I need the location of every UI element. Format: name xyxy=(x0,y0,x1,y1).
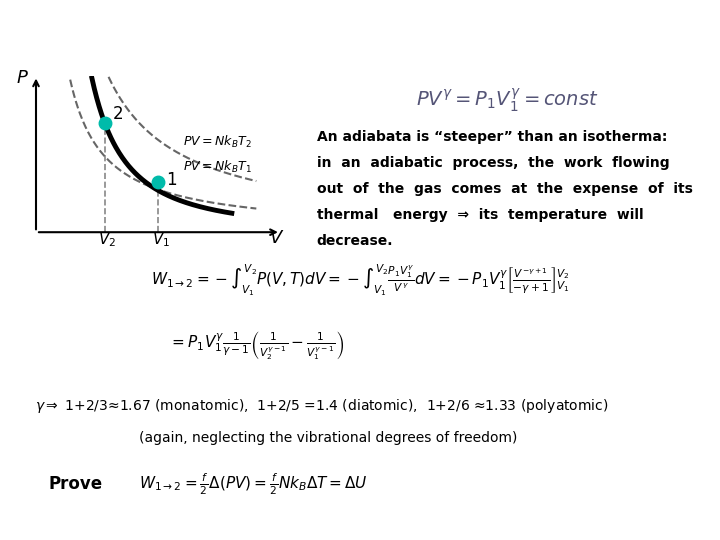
Text: $1$: $1$ xyxy=(166,171,177,189)
Text: $PV= Nk_BT_2$: $PV= Nk_BT_2$ xyxy=(183,134,251,150)
Text: (again, neglecting the vibrational degrees of freedom): (again, neglecting the vibrational degre… xyxy=(139,431,517,446)
Text: Adiabatic Process in an Ideal Gas (cont.): Adiabatic Process in an Ideal Gas (cont.… xyxy=(73,21,647,44)
Text: in  an  adiabatic  process,  the  work  flowing: in an adiabatic process, the work flowin… xyxy=(317,156,670,170)
Text: $P$: $P$ xyxy=(17,70,30,87)
Text: $V_2$: $V_2$ xyxy=(99,231,117,249)
Text: $W_{1\rightarrow 2} = \frac{f}{2} \Delta(PV) = \frac{f}{2} Nk_B \Delta T = \Delt: $W_{1\rightarrow 2} = \frac{f}{2} \Delta… xyxy=(139,471,368,497)
Text: $2$: $2$ xyxy=(112,105,123,124)
Text: $PV= Nk_BT_1$: $PV= Nk_BT_1$ xyxy=(183,159,251,175)
Text: $V_1$: $V_1$ xyxy=(153,231,171,249)
Text: out  of  the  gas  comes  at  the  expense  of  its: out of the gas comes at the expense of i… xyxy=(317,182,693,196)
Text: An adiabata is “steeper” than an isotherma:: An adiabata is “steeper” than an isother… xyxy=(317,130,667,144)
Text: Prove: Prove xyxy=(49,475,103,493)
Text: $V$: $V$ xyxy=(269,229,284,247)
Text: $PV^{\gamma} = P_1V_1^{\gamma} = const$: $PV^{\gamma} = P_1V_1^{\gamma} = const$ xyxy=(416,86,599,113)
Text: $= P_1V_1^{\gamma} \frac{1}{\gamma-1} \left( \frac{1}{V_2^{\gamma-1}} - \frac{1}: $= P_1V_1^{\gamma} \frac{1}{\gamma-1} \l… xyxy=(168,329,344,362)
Text: thermal   energy  ⇒  its  temperature  will: thermal energy ⇒ its temperature will xyxy=(317,208,644,222)
Text: $\gamma \Rightarrow$ 1+2/3≈1.67 (monatomic),  1+2/5 =1.4 (diatomic),  1+2/6 ≈1.3: $\gamma \Rightarrow$ 1+2/3≈1.67 (monatom… xyxy=(35,397,608,415)
Text: $W_{1\rightarrow 2} = -\int_{V_1}^{V_2} P(V,T)dV = -\int_{V_1}^{V_2} \frac{P_1V_: $W_{1\rightarrow 2} = -\int_{V_1}^{V_2} … xyxy=(150,263,570,299)
Text: decrease.: decrease. xyxy=(317,234,393,248)
